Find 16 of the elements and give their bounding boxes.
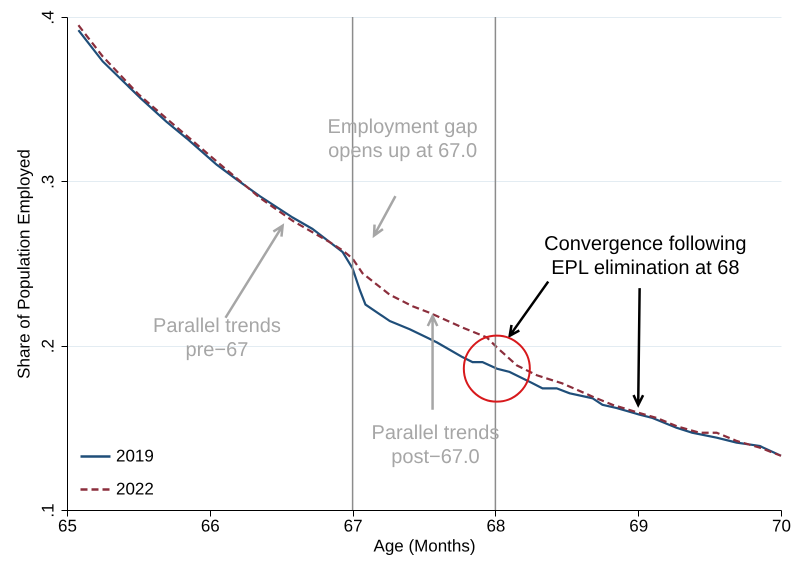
y-tick-label: .2 [38, 339, 58, 354]
annotation: Parallel trends pre−67 [153, 314, 281, 361]
annotation: Convergence following EPL elimination at 68 [544, 232, 747, 279]
x-tick-label: 70 [772, 516, 791, 536]
x-tick-label: 67 [344, 516, 363, 536]
x-axis-title: Age (Months) [373, 536, 476, 556]
y-axis-title: Share of Population Employed [14, 149, 34, 379]
y-tick-label: .3 [38, 174, 58, 189]
x-tick-label: 68 [486, 516, 506, 536]
y-tick-label: .1 [38, 503, 58, 518]
legend-label: 2022 [116, 480, 154, 498]
x-tick-label: 65 [58, 516, 77, 536]
x-tick-label: 69 [629, 516, 648, 536]
y-tick-label: .4 [38, 10, 58, 25]
legend-label: 2019 [116, 446, 154, 466]
x-tick-label: 66 [200, 516, 220, 536]
